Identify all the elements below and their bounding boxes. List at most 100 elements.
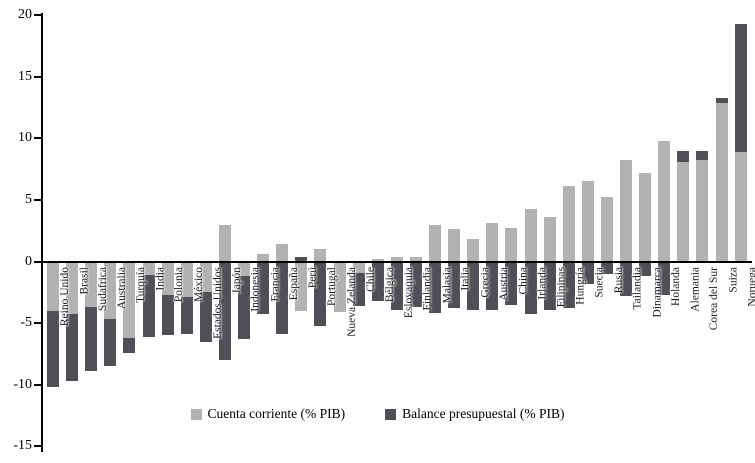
country-label: Nueva Zelanda bbox=[345, 266, 358, 337]
bar-cuenta-corriente bbox=[66, 261, 79, 315]
legend-item: Cuenta corriente (% PIB) bbox=[190, 406, 346, 422]
bar-cuenta-corriente bbox=[371, 259, 384, 262]
bar-cuenta-corriente bbox=[104, 261, 117, 320]
y-axis-tick-label: 10 bbox=[18, 130, 32, 146]
bar-cuenta-corriente bbox=[123, 261, 136, 338]
y-axis-line bbox=[41, 13, 43, 452]
bar-cuenta-corriente bbox=[85, 261, 98, 308]
legend-label: Cuenta corriente (% PIB) bbox=[207, 406, 346, 421]
country-label: Portugal bbox=[326, 266, 339, 306]
y-axis-tick-label: 15 bbox=[18, 68, 32, 84]
y-axis-tick bbox=[34, 137, 42, 140]
y-axis-tick bbox=[34, 14, 42, 17]
legend-item: Balance presupuestal (% PIB) bbox=[385, 406, 564, 422]
country-label: Dinamarca bbox=[651, 266, 664, 317]
bar-cuenta-corriente bbox=[620, 160, 632, 262]
y-axis-tick bbox=[34, 383, 42, 386]
y-axis-tick-label: -5 bbox=[20, 315, 32, 331]
bar-cuenta-corriente bbox=[715, 102, 728, 262]
country-label: España bbox=[288, 266, 301, 300]
country-label: Filipinas bbox=[555, 266, 568, 307]
bar-balance-presupuestal bbox=[486, 261, 499, 310]
bar-balance-presupuestal bbox=[581, 261, 594, 284]
country-label: Brasil bbox=[78, 266, 91, 294]
country-label: Bélgica bbox=[383, 266, 396, 302]
country-label: Perú bbox=[307, 266, 320, 288]
bar-cuenta-corriente bbox=[180, 261, 193, 298]
bar-cuenta-corriente bbox=[505, 228, 518, 262]
legend-swatch bbox=[385, 408, 397, 420]
bar-balance-presupuestal bbox=[600, 261, 613, 274]
bar-balance-presupuestal bbox=[524, 261, 537, 315]
chart-legend: Cuenta corriente (% PIB) Balance presupue… bbox=[0, 406, 755, 422]
country-label: Noruega bbox=[746, 266, 755, 307]
bar-cuenta-corriente bbox=[199, 261, 212, 293]
bar-balance-presupuestal bbox=[467, 261, 480, 310]
bar-balance-presupuestal bbox=[352, 261, 365, 306]
bar-cuenta-corriente bbox=[448, 229, 461, 262]
country-label: México bbox=[192, 266, 205, 302]
country-label: India bbox=[154, 266, 167, 291]
bar-cuenta-corriente bbox=[142, 261, 155, 276]
country-label: Tailandia bbox=[632, 266, 644, 310]
legend-label: Balance presupuestal (% PIB) bbox=[402, 406, 565, 421]
country-label: Polonia bbox=[173, 266, 186, 302]
y-axis-tick bbox=[34, 445, 42, 448]
bar-cuenta-corriente bbox=[696, 160, 709, 262]
bar-cuenta-corriente bbox=[677, 161, 690, 262]
bar-cuenta-corriente bbox=[658, 140, 671, 262]
bar-balance-presupuestal bbox=[314, 261, 327, 326]
bar-cuenta-corriente bbox=[409, 256, 422, 262]
country-label: Francia bbox=[269, 266, 282, 301]
country-label: Suecia bbox=[593, 266, 606, 298]
country-label: Eslovaquia bbox=[402, 266, 415, 318]
country-label: Reino Unido bbox=[59, 266, 71, 326]
bar-balance-presupuestal bbox=[562, 261, 575, 309]
legend-swatch bbox=[190, 408, 202, 420]
y-axis-tick-label: 5 bbox=[25, 191, 32, 207]
country-label: Australia bbox=[116, 266, 129, 309]
country-label: Austria bbox=[498, 266, 511, 301]
bar-balance-presupuestal bbox=[620, 261, 632, 296]
bar-cuenta-corriente bbox=[562, 186, 575, 262]
y-axis-tick bbox=[34, 75, 42, 78]
y-axis-tick-label: -10 bbox=[13, 376, 32, 392]
bar-cuenta-corriente bbox=[352, 261, 365, 273]
bar-cuenta-corriente bbox=[295, 261, 308, 311]
bar-cuenta-corriente bbox=[524, 208, 537, 262]
bar-balance-presupuestal bbox=[658, 261, 671, 295]
y-axis-tick-label: 0 bbox=[25, 253, 32, 269]
bar-balance-presupuestal bbox=[505, 261, 518, 305]
country-label: Chile bbox=[364, 266, 377, 292]
country-label: Sudafrica bbox=[97, 266, 110, 311]
country-label: Corea del Sur bbox=[708, 266, 721, 330]
country-label: Holanda bbox=[670, 266, 683, 306]
y-axis-tick-label: 20 bbox=[18, 7, 32, 23]
bar-cuenta-corriente bbox=[161, 261, 174, 295]
bar-balance-presupuestal bbox=[238, 261, 250, 340]
bar-cuenta-corriente bbox=[639, 172, 652, 262]
bar-cuenta-corriente bbox=[238, 261, 250, 277]
country-label: Irlanda bbox=[536, 266, 549, 300]
y-axis-tick-label: -15 bbox=[13, 438, 32, 454]
country-label: Malasia bbox=[441, 266, 453, 303]
bar-cuenta-corriente bbox=[218, 224, 231, 262]
bar-balance-presupuestal bbox=[276, 261, 289, 335]
bar-cuenta-corriente bbox=[543, 217, 556, 262]
country-label: Hungría bbox=[574, 266, 587, 305]
country-label: Suiza bbox=[727, 266, 740, 293]
country-label: Rusia bbox=[612, 266, 625, 293]
country-label: Estados Unidos bbox=[211, 266, 224, 339]
bar-balance-presupuestal bbox=[142, 261, 155, 337]
country-label: Indonesia bbox=[250, 266, 262, 312]
y-axis-tick bbox=[34, 322, 42, 325]
bar-cuenta-corriente bbox=[257, 254, 270, 262]
bar-cuenta-corriente bbox=[486, 223, 499, 262]
bar-cuenta-corriente bbox=[600, 197, 613, 262]
bar-cuenta-corriente bbox=[47, 261, 59, 311]
bar-balance-presupuestal bbox=[429, 261, 441, 314]
bar-cuenta-corriente bbox=[276, 244, 289, 262]
bar-cuenta-corriente bbox=[467, 239, 480, 262]
bar-cuenta-corriente bbox=[333, 261, 346, 312]
